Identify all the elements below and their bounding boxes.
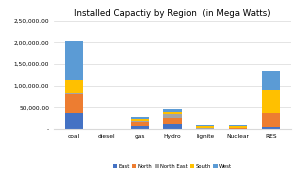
Bar	[262, 127, 280, 129]
Legend: East, North, North East, South, West: East, North, North East, South, West	[110, 162, 235, 171]
Bar	[164, 118, 181, 124]
Bar	[164, 112, 181, 114]
Bar	[164, 114, 181, 118]
Bar	[229, 125, 247, 126]
Bar	[130, 122, 149, 126]
Bar	[262, 71, 280, 90]
Bar	[65, 112, 83, 129]
Bar	[130, 126, 149, 129]
Bar	[164, 109, 181, 112]
Bar	[196, 126, 214, 128]
Bar	[130, 117, 149, 119]
Bar	[130, 121, 149, 122]
Bar	[65, 80, 83, 93]
Bar	[262, 113, 280, 127]
Bar	[262, 90, 280, 113]
Bar	[65, 94, 83, 112]
Bar	[164, 124, 181, 129]
Bar	[196, 128, 214, 129]
Bar	[196, 125, 214, 126]
Bar	[130, 119, 149, 121]
Bar	[65, 41, 83, 80]
Bar	[229, 128, 247, 129]
Title: Installed Capactiy by Region  (in Mega Watts): Installed Capactiy by Region (in Mega Wa…	[74, 9, 271, 18]
Bar	[65, 93, 83, 94]
Bar	[229, 126, 247, 128]
